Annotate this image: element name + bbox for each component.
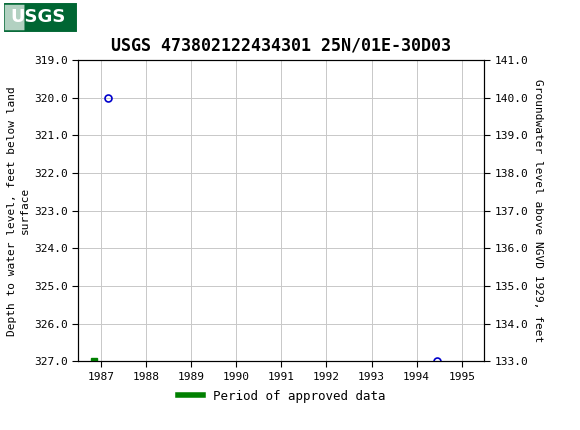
Text: █: █: [5, 4, 24, 30]
Title: USGS 473802122434301 25N/01E-30D03: USGS 473802122434301 25N/01E-30D03: [111, 37, 451, 55]
Legend: Period of approved data: Period of approved data: [172, 384, 390, 408]
Bar: [3, 2, 78, 33]
Text: USGS: USGS: [10, 8, 66, 26]
Y-axis label: Depth to water level, feet below land
surface: Depth to water level, feet below land su…: [7, 86, 30, 335]
Y-axis label: Groundwater level above NGVD 1929, feet: Groundwater level above NGVD 1929, feet: [532, 79, 543, 342]
